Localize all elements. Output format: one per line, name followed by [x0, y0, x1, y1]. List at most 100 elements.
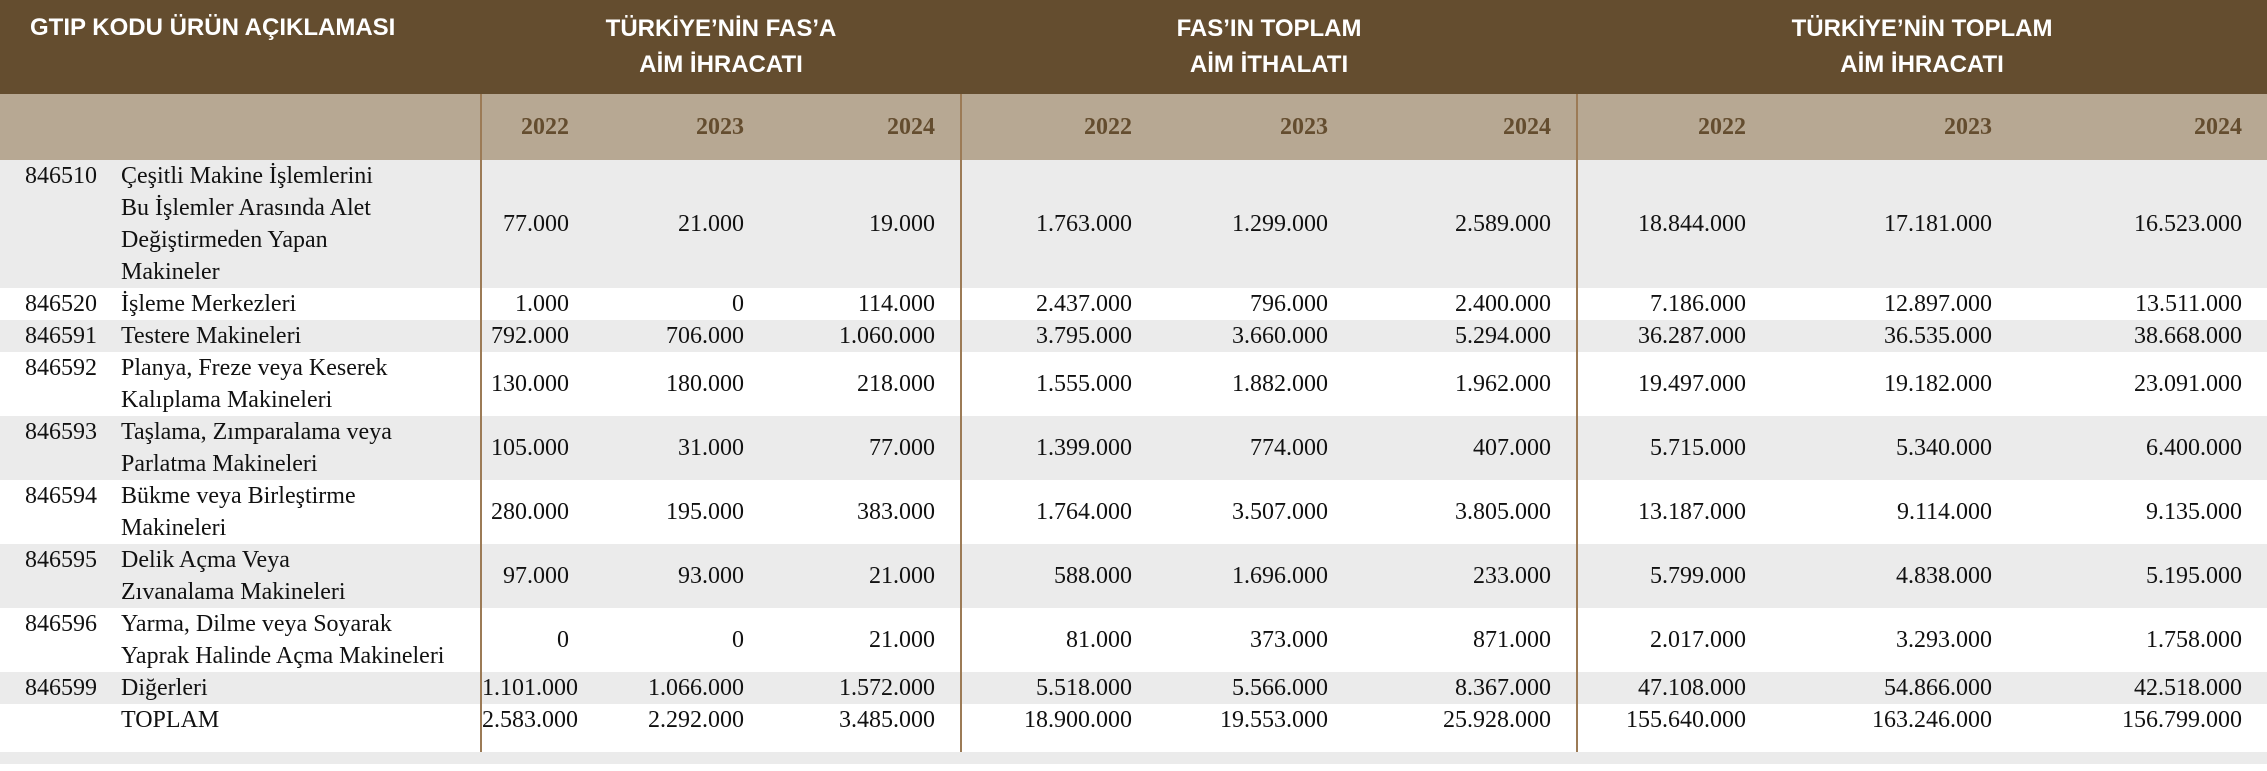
value-cell: 233.000 [1353, 544, 1578, 608]
footer-bar-cell [0, 752, 2267, 764]
product-description: Testere Makineleri [121, 320, 481, 352]
value-cell: 373.000 [1157, 608, 1354, 672]
value-cell: 796.000 [1157, 288, 1354, 320]
header-group-line2: AİM İHRACATI [639, 51, 803, 78]
value-cell: 1.572.000 [769, 672, 962, 704]
gtip-code: 846591 [0, 320, 121, 352]
value-cell: 93.000 [594, 544, 769, 608]
description-line: Planya, Freze veya Keserek [121, 355, 388, 381]
value-cell: 1.882.000 [1157, 352, 1354, 416]
year-header-cell: 2023 [1771, 94, 2018, 160]
year-header-cell: 2024 [769, 94, 962, 160]
value-cell: 21.000 [769, 544, 962, 608]
header-group-line1: TÜRKİYE’NİN FAS’A [605, 15, 837, 42]
total-value-cell: 163.246.000 [1771, 704, 2018, 752]
value-cell: 81.000 [960, 608, 1158, 672]
gtip-code: 846594 [0, 480, 121, 544]
value-cell: 1.399.000 [960, 416, 1158, 480]
value-cell: 31.000 [594, 416, 769, 480]
year-header-cell: 2023 [594, 94, 769, 160]
description-line: Diğerleri [121, 675, 208, 701]
table-row: 846594 Bükme veya Birleştirme Makineleri 28… [0, 480, 2267, 544]
value-cell: 21.000 [594, 160, 769, 288]
value-cell: 5.715.000 [1576, 416, 1772, 480]
gtip-code: 846595 [0, 544, 121, 608]
header-group-line2: AİM İTHALATI [1189, 51, 1349, 78]
value-cell: 383.000 [769, 480, 962, 544]
value-cell: 3.507.000 [1157, 480, 1354, 544]
value-cell: 3.805.000 [1353, 480, 1578, 544]
table-body: 846510 Çeşitli Makine İşlemlerini Bu İşlem… [0, 160, 2267, 752]
year-header-cell: 2024 [2017, 94, 2267, 160]
value-cell: 792.000 [480, 320, 594, 352]
value-cell: 42.518.000 [2017, 672, 2267, 704]
value-cell: 36.535.000 [1771, 320, 2018, 352]
value-cell: 1.758.000 [2017, 608, 2267, 672]
value-cell: 19.182.000 [1771, 352, 2018, 416]
value-cell: 2.017.000 [1576, 608, 1772, 672]
value-cell: 5.294.000 [1353, 320, 1578, 352]
year-header-cell: 2022 [480, 94, 594, 160]
value-cell: 5.799.000 [1576, 544, 1772, 608]
value-cell: 2.437.000 [960, 288, 1158, 320]
value-cell: 19.000 [769, 160, 962, 288]
value-cell: 588.000 [960, 544, 1158, 608]
year-header-cell: 2023 [1157, 94, 1354, 160]
value-cell: 77.000 [769, 416, 962, 480]
gtip-code: 846520 [0, 288, 121, 320]
total-label: TOPLAM [121, 704, 481, 752]
total-row: TOPLAM 2.583.000 2.292.000 3.485.000 18.900.… [0, 704, 2267, 752]
gtip-code: 846596 [0, 608, 121, 672]
value-cell: 1.764.000 [960, 480, 1158, 544]
value-cell: 407.000 [1353, 416, 1578, 480]
value-cell: 1.696.000 [1157, 544, 1354, 608]
header-group-morocco-total-imports: FAS’IN TOPLAM AİM İTHALATI [961, 0, 1578, 94]
year-header-cell: 2022 [960, 94, 1158, 160]
product-description: Çeşitli Makine İşlemlerini Bu İşlemler Ar… [121, 160, 481, 288]
value-cell: 1.962.000 [1353, 352, 1578, 416]
description-line: Yarma, Dilme veya Soyarak [121, 611, 392, 637]
value-cell: 706.000 [594, 320, 769, 352]
header-group-line1: FAS’IN TOPLAM [1176, 15, 1362, 42]
description-line: Delik Açma Veya [121, 547, 290, 573]
value-cell: 2.589.000 [1353, 160, 1578, 288]
product-description: Bükme veya Birleştirme Makineleri [121, 480, 481, 544]
header-group-turkey-to-morocco: TÜRKİYE’NİN FAS’A AİM İHRACATI [481, 0, 962, 94]
product-description: İşleme Merkezleri [121, 288, 481, 320]
value-cell: 5.566.000 [1157, 672, 1354, 704]
table-row: 846599 Diğerleri 1.101.000 1.066.000 1.572.0… [0, 672, 2267, 704]
value-cell: 8.367.000 [1353, 672, 1578, 704]
year-header-blank [0, 94, 481, 160]
value-cell: 3.660.000 [1157, 320, 1354, 352]
description-line: Yaprak Halinde Açma Makineleri [121, 643, 445, 669]
value-cell: 9.114.000 [1771, 480, 2018, 544]
value-cell: 130.000 [480, 352, 594, 416]
table-row: 846596 Yarma, Dilme veya Soyarak Yaprak Ha… [0, 608, 2267, 672]
value-cell: 195.000 [594, 480, 769, 544]
value-cell: 0 [594, 608, 769, 672]
description-line: Bu İşlemler Arasında Alet [121, 195, 371, 221]
value-cell: 17.181.000 [1771, 160, 2018, 288]
value-cell: 13.511.000 [2017, 288, 2267, 320]
value-cell: 1.101.000 [480, 672, 594, 704]
table-row: 846591 Testere Makineleri 792.000 706.000 1.… [0, 320, 2267, 352]
value-cell: 105.000 [480, 416, 594, 480]
header-row: GTIP KODU ÜRÜN AÇIKLAMASI TÜRKİYE’NİN FA… [0, 0, 2267, 94]
value-cell: 218.000 [769, 352, 962, 416]
value-cell: 1.060.000 [769, 320, 962, 352]
total-value-cell: 19.553.000 [1157, 704, 1354, 752]
description-line: Parlatma Makineleri [121, 451, 318, 477]
total-value-cell: 18.900.000 [960, 704, 1158, 752]
value-cell: 6.400.000 [2017, 416, 2267, 480]
product-description: Delik Açma Veya Zıvanalama Makineleri [121, 544, 481, 608]
description-line: Makineler [121, 259, 220, 285]
product-description: Planya, Freze veya Keserek Kalıplama Maki… [121, 352, 481, 416]
value-cell: 47.108.000 [1576, 672, 1772, 704]
value-cell: 97.000 [480, 544, 594, 608]
total-value-cell: 155.640.000 [1576, 704, 1772, 752]
value-cell: 21.000 [769, 608, 962, 672]
value-cell: 1.555.000 [960, 352, 1158, 416]
description-line: İşleme Merkezleri [121, 291, 297, 317]
value-cell: 5.340.000 [1771, 416, 2018, 480]
